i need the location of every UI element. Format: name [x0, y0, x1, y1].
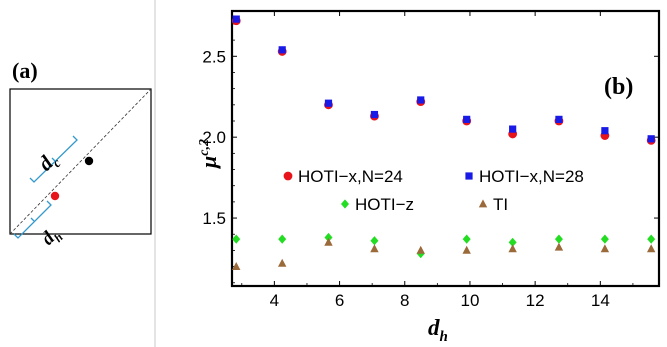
data-marks — [231, 15, 656, 270]
data-point-square — [232, 15, 240, 23]
hole-site-dot — [50, 191, 60, 201]
corner-site-dot — [84, 156, 94, 166]
data-point-diamond — [462, 234, 471, 244]
x-tick-label: 4 — [270, 291, 279, 310]
x-tick-label: 8 — [400, 291, 409, 310]
data-point-diamond — [370, 236, 379, 246]
legend-label: HOTI−x,N=28 — [479, 167, 584, 186]
x-tick-label: 10 — [460, 291, 479, 310]
y-axis-ticks: 1.5 2.0 2.5 — [202, 23, 659, 284]
legend-marker-square — [465, 172, 473, 180]
data-point-square — [324, 99, 333, 107]
data-point-square — [370, 110, 379, 119]
data-point-square — [601, 127, 609, 135]
data-point-triangle — [554, 242, 564, 251]
dh-label: dh — [37, 223, 66, 252]
data-point-diamond — [324, 232, 333, 243]
y-tick-label: 2.0 — [202, 128, 226, 147]
legend: HOTI−x,N=24 HOTI−x,N=28 HOTI−z TI — [283, 167, 584, 214]
panel-a-label: (a) — [12, 58, 38, 83]
data-point-diamond — [647, 234, 656, 244]
data-point-square — [647, 135, 655, 143]
dc-label: dc — [33, 147, 64, 178]
data-point-diamond — [232, 234, 241, 244]
data-point-diamond — [600, 234, 609, 244]
data-point-triangle — [600, 244, 610, 253]
legend-marker-circle — [283, 171, 293, 181]
data-point-triangle — [416, 245, 425, 254]
lattice-box — [9, 88, 152, 235]
data-point-triangle — [646, 244, 656, 253]
x-tick-label: 12 — [526, 291, 545, 310]
data-point-triangle — [232, 261, 241, 270]
dc-bracket — [29, 135, 78, 183]
panel-b: 4 6 8 10 12 14 1.5 2.0 2.5 (b) dh μc,2 HOTI−x,N… — [196, 9, 661, 345]
x-tick-label: 14 — [591, 291, 610, 310]
legend-label: HOTI−z — [355, 195, 414, 214]
data-point-square — [463, 115, 471, 123]
legend-label: TI — [493, 195, 508, 214]
data-point-triangle — [508, 244, 517, 253]
panel-b-label: (b) — [604, 74, 633, 100]
plot-frame — [230, 9, 661, 288]
data-point-triangle — [324, 237, 333, 246]
panel-a: (a) dc dh — [9, 58, 152, 252]
dh-bracket — [13, 200, 52, 239]
data-point-square — [509, 125, 517, 133]
y-axis-label: μc,2 — [196, 139, 221, 169]
data-point-triangle — [462, 245, 471, 254]
x-tick-label: 6 — [335, 291, 344, 310]
y-tick-label: 1.5 — [202, 209, 226, 228]
y-tick-label: 2.5 — [202, 47, 226, 66]
data-point-diamond — [508, 237, 517, 247]
dh-bracket-tick — [30, 217, 35, 222]
x-axis-label: dh — [428, 315, 448, 345]
data-point-triangle — [370, 244, 379, 253]
legend-marker-diamond — [341, 199, 349, 209]
data-point-square — [278, 46, 286, 54]
dc-bracket-tick — [51, 157, 56, 162]
x-axis-ticks: 4 6 8 10 12 14 — [241, 11, 634, 310]
data-point-diamond — [278, 234, 287, 244]
data-point-square — [417, 96, 425, 104]
legend-label: HOTI−x,N=24 — [298, 167, 403, 186]
diagonal-line — [9, 88, 152, 235]
data-point-square — [555, 115, 563, 123]
legend-marker-triangle — [478, 199, 488, 208]
data-point-diamond — [554, 234, 563, 244]
data-point-triangle — [277, 258, 287, 267]
